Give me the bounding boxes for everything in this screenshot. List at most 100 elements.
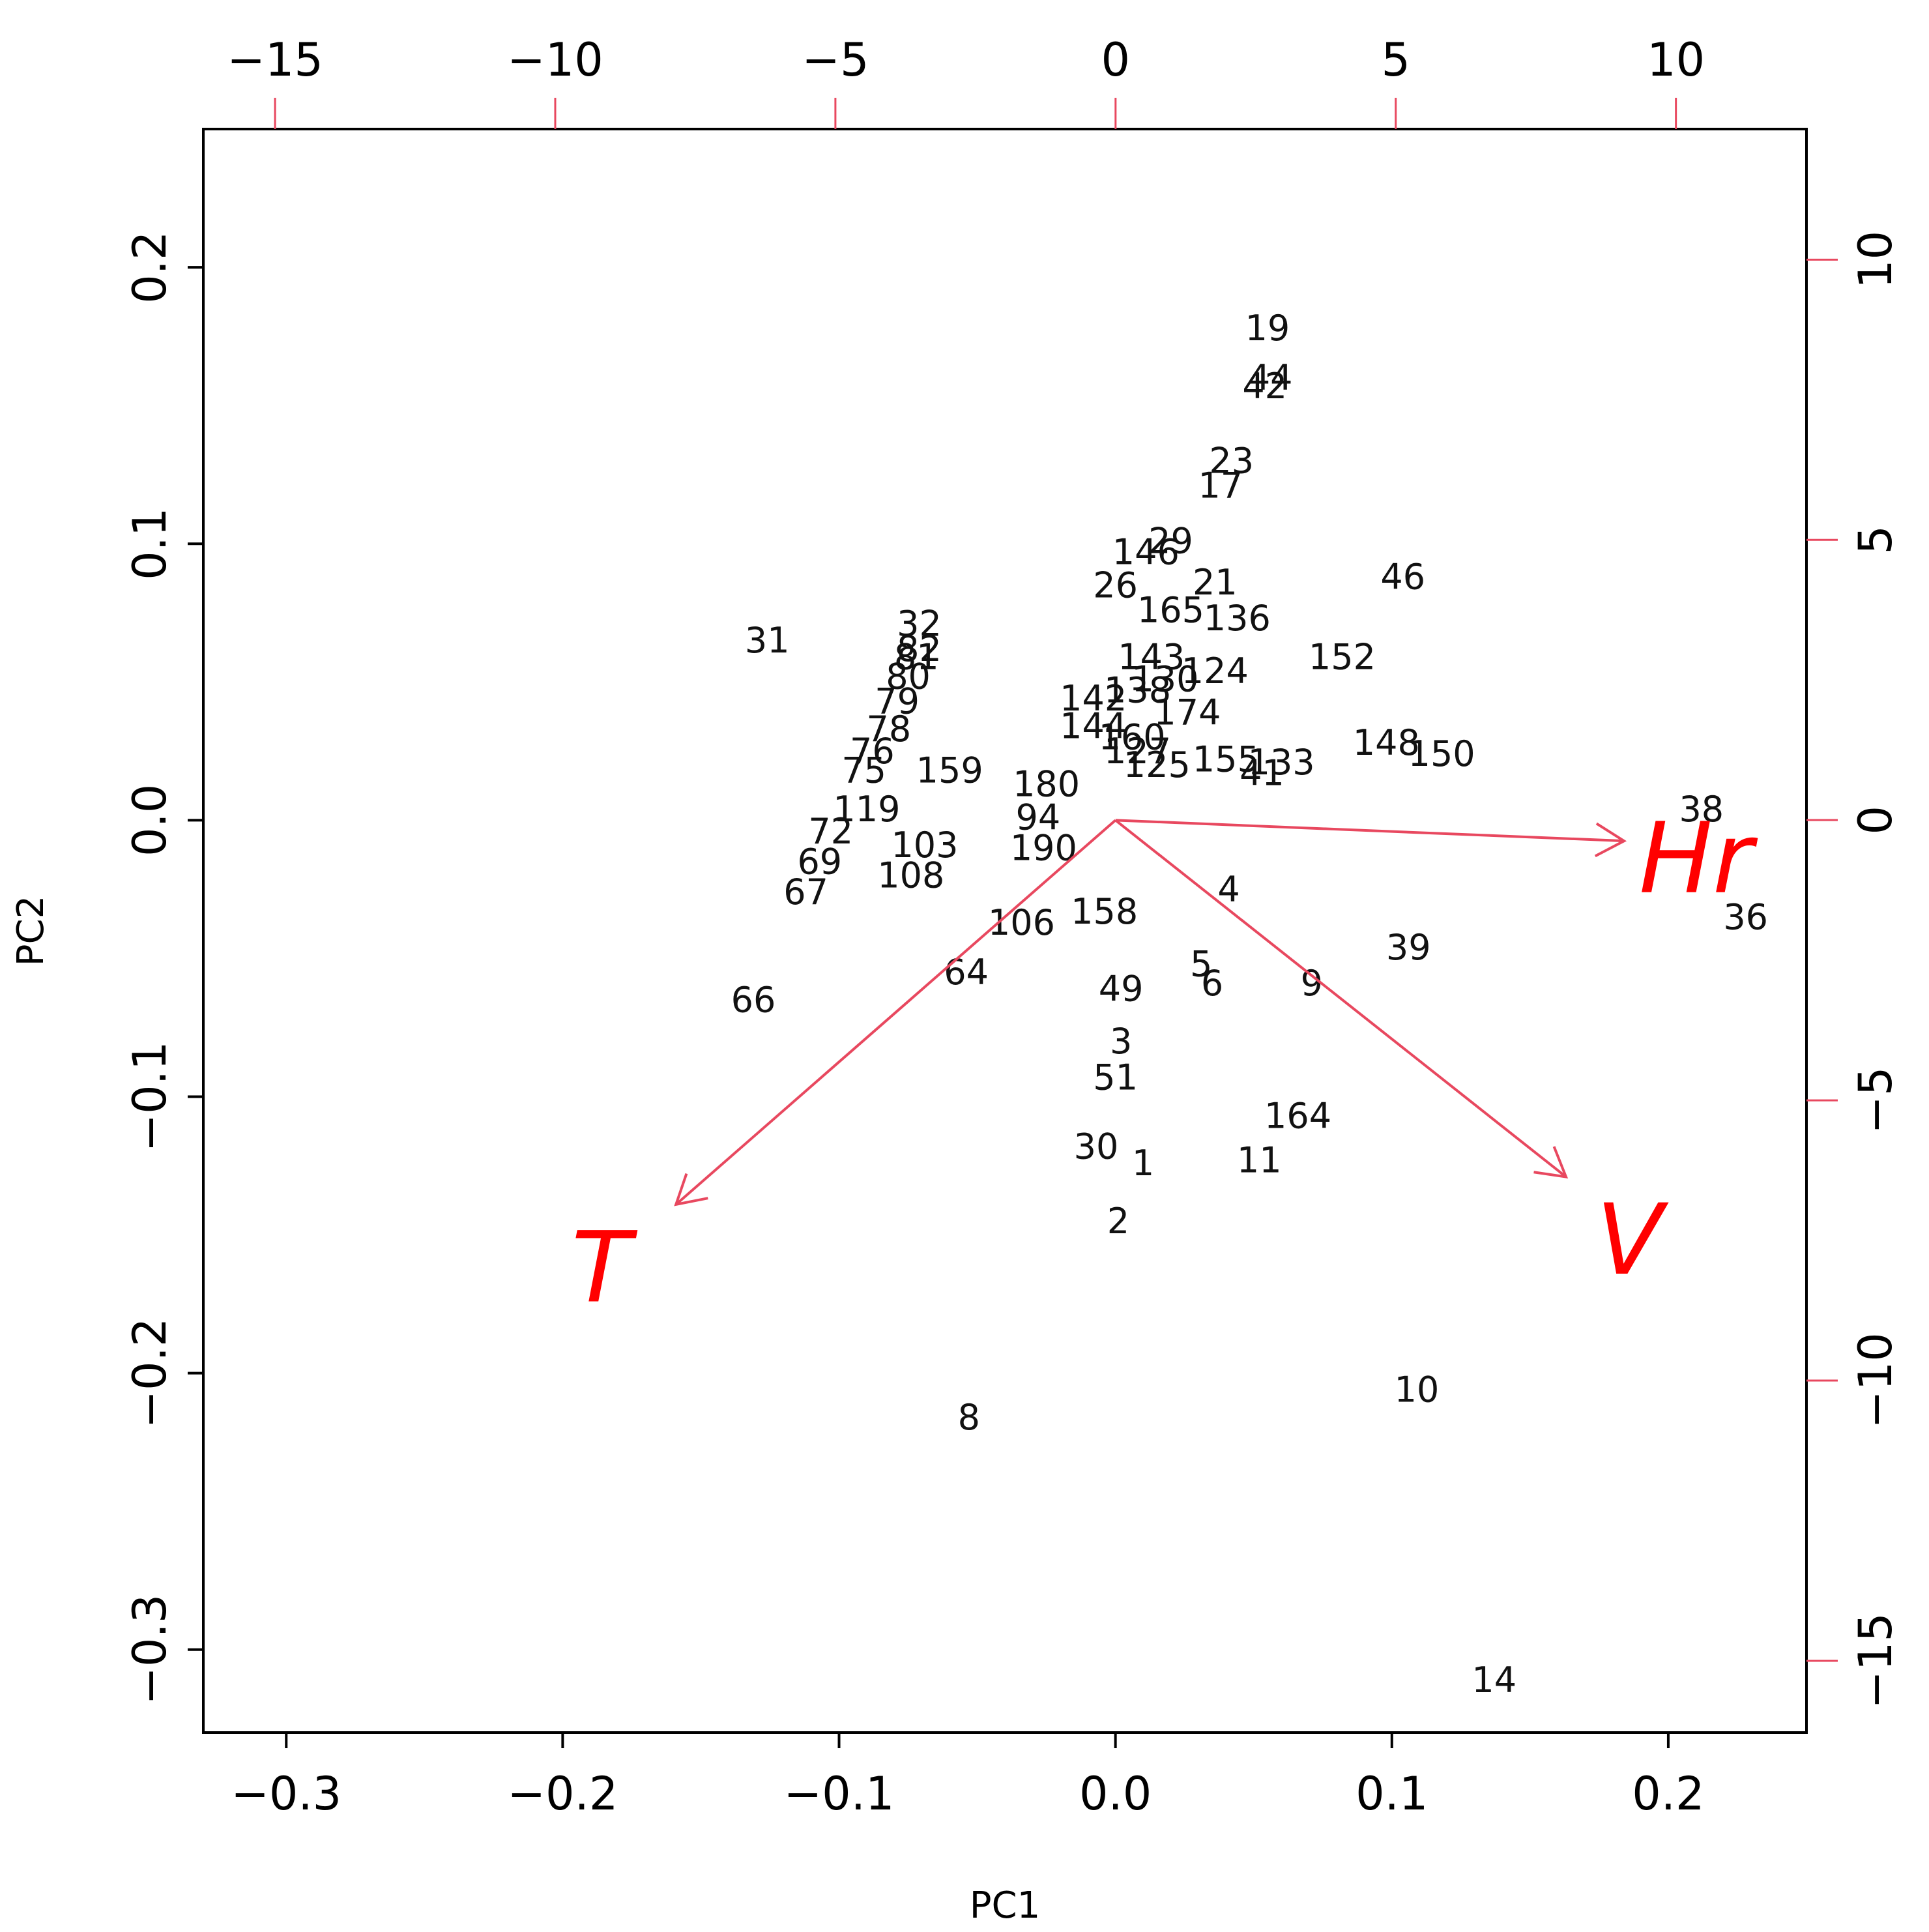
- point-label: 160: [1099, 717, 1166, 758]
- point-label: 143: [1118, 637, 1185, 678]
- point-label: 36: [1723, 896, 1768, 937]
- point-label: 14: [1472, 1660, 1516, 1701]
- point-label: 64: [944, 952, 989, 993]
- x-tick-label: 0.1: [1356, 1767, 1428, 1821]
- point-label: 125: [1124, 744, 1191, 785]
- point-label: 26: [1093, 564, 1138, 606]
- right-tick-label: −15: [1849, 1613, 1902, 1709]
- point-label: 6: [1201, 963, 1223, 1004]
- point-label: 80: [886, 656, 931, 697]
- top-tick-label: −15: [227, 33, 323, 87]
- point-label: 69: [797, 841, 842, 882]
- point-label: 66: [731, 980, 776, 1021]
- point-label: 8: [958, 1397, 980, 1438]
- point-label: 51: [1093, 1057, 1138, 1098]
- point-label: 39: [1386, 927, 1431, 968]
- loading-arrow-label: T: [572, 1211, 638, 1325]
- point-label: 148: [1353, 722, 1420, 763]
- point-label: 17: [1198, 465, 1243, 506]
- point-label: 152: [1309, 637, 1376, 678]
- point-label: 158: [1071, 891, 1138, 932]
- point-label: 32: [897, 604, 942, 645]
- point-label: 150: [1408, 733, 1475, 774]
- top-axis: −15 −10 −5 0 5 10: [227, 33, 1705, 129]
- y-tick-label: −0.2: [123, 1318, 177, 1429]
- right-tick-label: −10: [1849, 1332, 1902, 1429]
- point-label: 127: [1104, 731, 1171, 772]
- point-label: 79: [875, 681, 920, 722]
- point-label: 133: [1248, 742, 1315, 783]
- point-label: 144: [1060, 706, 1127, 747]
- point-label: 138: [1104, 670, 1171, 711]
- y-tick-label: 0.0: [123, 784, 177, 856]
- point-label: 44: [1248, 357, 1293, 398]
- point-label: 75: [841, 750, 886, 791]
- top-tick-label: 5: [1381, 33, 1410, 87]
- point-label: 30: [1074, 1126, 1119, 1167]
- point-label: 155: [1193, 739, 1260, 780]
- loading-arrow-shaft: [674, 819, 1116, 1206]
- point-label: 21: [1193, 562, 1238, 603]
- point-label: 146: [1112, 531, 1180, 572]
- top-tick-label: −10: [507, 33, 603, 87]
- point-label: 119: [833, 789, 900, 830]
- plot-frame: [202, 128, 1808, 1734]
- loading-arrow-head: [1533, 1146, 1569, 1178]
- point-label: 136: [1204, 598, 1271, 639]
- point-label: 67: [783, 871, 828, 913]
- point-label: 142: [1060, 678, 1127, 719]
- point-label: 42: [1242, 366, 1287, 407]
- loading-arrow-shaft: [1115, 819, 1625, 843]
- point-label: 72: [808, 811, 853, 852]
- point-label: 49: [1099, 969, 1144, 1010]
- point-label: 46: [1380, 557, 1425, 598]
- point-label: 82: [897, 628, 942, 669]
- loading-arrows: Hr T V: [572, 802, 1758, 1325]
- point-label: 159: [916, 750, 983, 791]
- point-label: 5: [1190, 943, 1212, 984]
- x-axis-title: PC1: [970, 1884, 1041, 1927]
- point-label: 180: [1013, 764, 1080, 805]
- point-label: 11: [1237, 1140, 1282, 1181]
- x-tick-label: −0.1: [784, 1767, 895, 1821]
- point-label: 29: [1148, 520, 1193, 561]
- point-label: 76: [850, 731, 895, 772]
- left-axis: −0.3 −0.2 −0.1 0.0 0.1 0.2: [123, 231, 203, 1705]
- point-label: 103: [891, 825, 958, 866]
- point-label: 10: [1395, 1369, 1440, 1411]
- point-label: 19: [1245, 308, 1290, 349]
- top-tick-label: −5: [802, 33, 869, 87]
- top-tick-label: 0: [1101, 33, 1131, 87]
- point-label: 1: [1132, 1143, 1154, 1184]
- bottom-axis: −0.3 −0.2 −0.1 0.0 0.1 0.2: [231, 1733, 1705, 1821]
- right-tick-label: 5: [1849, 525, 1902, 555]
- right-tick-label: 10: [1849, 231, 1902, 289]
- point-label: 38: [1679, 789, 1724, 830]
- right-axis: −15 −10 −5 0 5 10: [1806, 231, 1902, 1709]
- point-label: 3: [1110, 1021, 1132, 1062]
- point-label: 164: [1264, 1096, 1331, 1137]
- point-label: 81: [894, 637, 939, 678]
- y-tick-label: 0.2: [123, 231, 177, 303]
- x-tick-label: 0.0: [1079, 1767, 1152, 1821]
- point-label: 94: [1016, 797, 1061, 838]
- y-tick-label: −0.3: [123, 1594, 177, 1705]
- right-tick-label: 0: [1849, 806, 1902, 835]
- point-label: 78: [867, 709, 912, 750]
- right-tick-label: −5: [1849, 1066, 1902, 1134]
- point-label: 165: [1137, 590, 1204, 631]
- point-label: 190: [1010, 827, 1077, 868]
- point-label: 2: [1107, 1201, 1129, 1242]
- loading-arrow-label: V: [1596, 1184, 1669, 1297]
- loading-arrow-shaft: [1114, 819, 1567, 1178]
- y-tick-label: −0.1: [123, 1041, 177, 1152]
- x-tick-label: −0.3: [231, 1767, 341, 1821]
- point-label: 41: [1240, 753, 1284, 794]
- x-tick-label: 0.2: [1632, 1767, 1704, 1821]
- y-axis-title: PC2: [10, 896, 52, 967]
- point-label: 124: [1182, 651, 1249, 692]
- top-tick-label: 10: [1647, 33, 1705, 87]
- loading-arrow-head: [674, 1173, 708, 1207]
